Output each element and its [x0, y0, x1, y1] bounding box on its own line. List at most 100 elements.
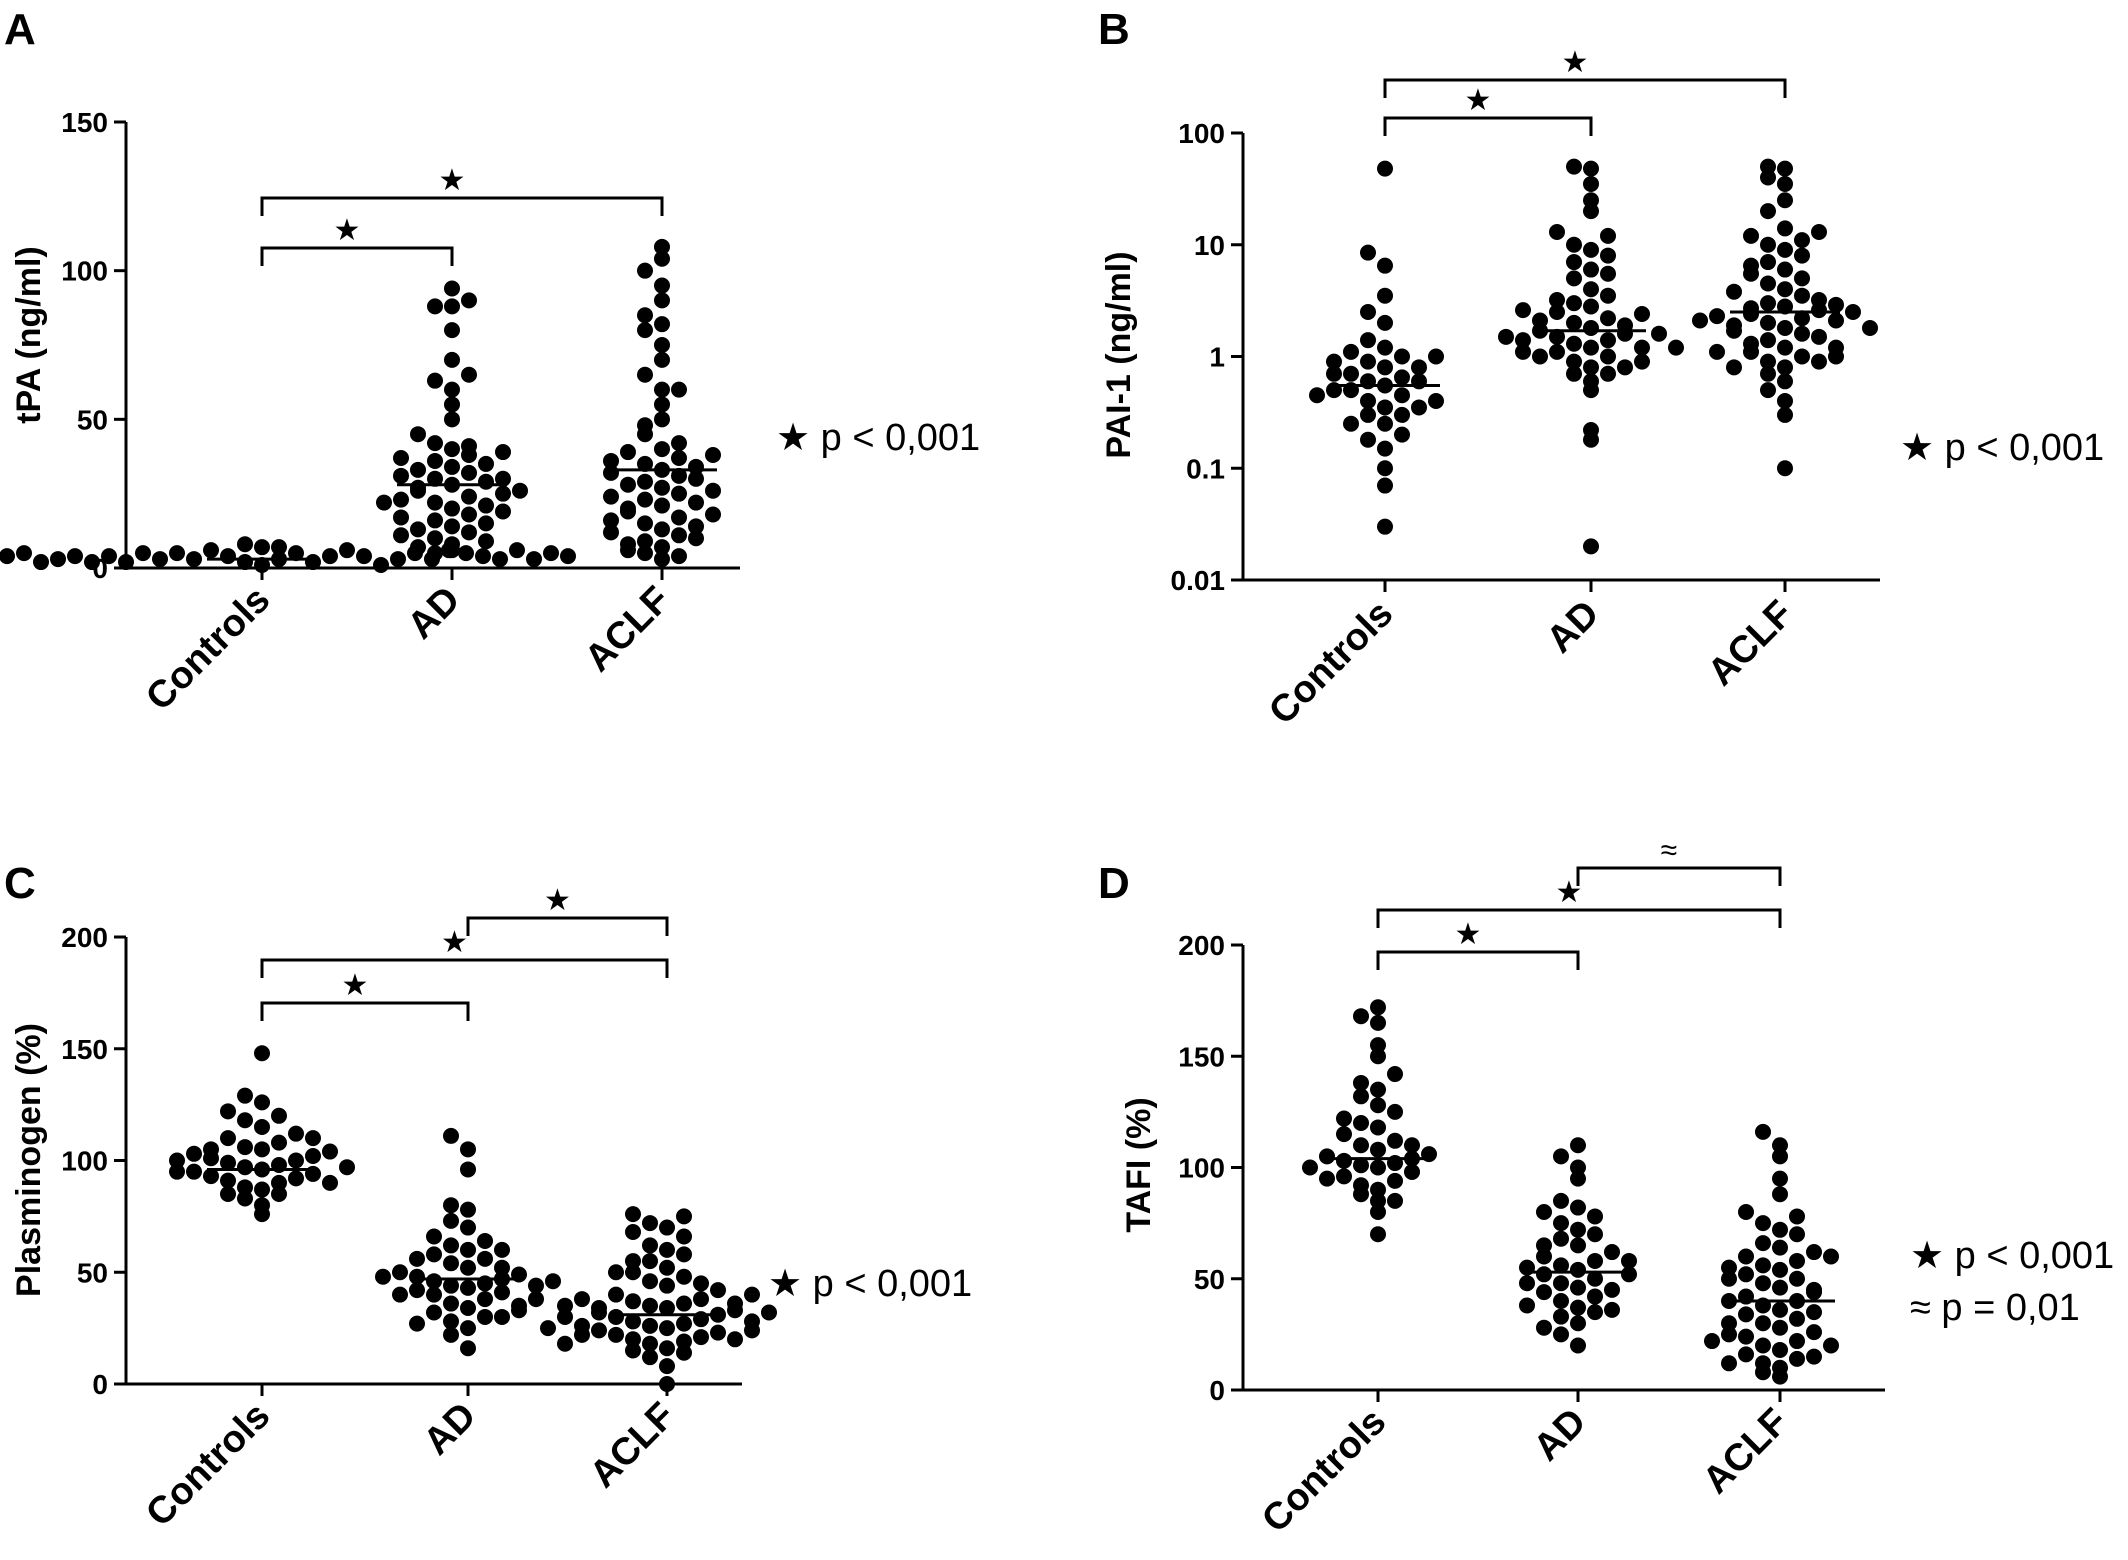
- data-point: [1583, 241, 1599, 258]
- panel-label-C: C: [4, 859, 36, 908]
- data-point: [710, 1282, 726, 1299]
- data-point: [1583, 160, 1599, 177]
- data-point: [608, 1326, 624, 1343]
- data-point: [1549, 343, 1565, 360]
- data-point: [603, 452, 619, 469]
- x-tick-label: Controls: [1261, 593, 1401, 733]
- data-point: [1777, 281, 1793, 298]
- significance-bracket: [1383, 78, 1787, 98]
- data-point: [1370, 1226, 1386, 1243]
- data-point: [118, 554, 134, 571]
- data-point: [220, 1154, 236, 1171]
- data-point: [1587, 1270, 1603, 1287]
- data-point: [1772, 1148, 1788, 1165]
- data-point: [1387, 1103, 1403, 1120]
- data-point: [543, 545, 559, 562]
- y-tick-label: 0: [92, 1369, 108, 1400]
- data-point: [637, 455, 653, 472]
- data-point: [1532, 348, 1548, 365]
- data-point: [676, 1246, 692, 1263]
- data-point: [478, 473, 494, 490]
- data-point: [461, 524, 477, 541]
- data-point: [186, 1163, 202, 1180]
- data-point: [659, 1300, 675, 1317]
- data-point: [603, 512, 619, 529]
- data-point: [659, 1376, 675, 1392]
- data-point: [1519, 1275, 1535, 1292]
- data-point: [1806, 1324, 1822, 1341]
- y-axis-label-C: Plasminogen (%): [10, 1023, 48, 1297]
- data-point: [1777, 359, 1793, 376]
- data-point: [1755, 1235, 1771, 1252]
- data-point: [444, 322, 460, 339]
- data-point: [339, 542, 355, 559]
- data-point: [676, 1208, 692, 1225]
- data-point: [1404, 1137, 1420, 1154]
- data-point: [478, 515, 494, 532]
- data-point: [693, 1275, 709, 1292]
- data-point: [642, 1215, 658, 1232]
- data-point: [135, 545, 151, 562]
- data-point: [1600, 332, 1616, 349]
- data-point: [376, 494, 392, 511]
- y-tick-label: 150: [61, 1034, 108, 1065]
- data-point: [169, 1152, 185, 1169]
- data-point: [761, 1304, 777, 1321]
- data-point: [727, 1331, 743, 1348]
- data-point: [1411, 359, 1427, 376]
- data-point: [443, 1127, 459, 1144]
- data-point: [494, 1308, 510, 1325]
- data-point: [705, 447, 721, 464]
- significance-bracket: [260, 958, 669, 978]
- data-point: [495, 485, 511, 502]
- data-point: [727, 1295, 743, 1312]
- data-point: [444, 381, 460, 398]
- data-point: [705, 482, 721, 499]
- data-point: [1553, 1326, 1569, 1343]
- data-point: [477, 1250, 493, 1267]
- data-point: [625, 1206, 641, 1223]
- data-point: [642, 1349, 658, 1366]
- y-axis-label-A: tPA (ng/ml): [10, 246, 48, 424]
- data-point: [1828, 339, 1844, 356]
- data-point: [50, 551, 66, 568]
- data-point: [1377, 339, 1393, 356]
- data-point: [1726, 317, 1742, 334]
- data-point: [271, 539, 287, 556]
- data-point: [1428, 392, 1444, 409]
- data-point: [1370, 1048, 1386, 1065]
- data-point: [620, 476, 636, 493]
- data-point: [254, 1181, 270, 1198]
- data-point: [654, 396, 670, 413]
- data-point: [511, 1302, 527, 1319]
- data-point: [460, 1241, 476, 1258]
- data-point: [509, 542, 525, 559]
- data-point: [654, 351, 670, 368]
- data-point: [1343, 415, 1359, 432]
- x-tick-label: Controls: [138, 1395, 278, 1535]
- data-point: [625, 1224, 641, 1241]
- data-point: [1760, 254, 1776, 271]
- x-tick-label: ACLF: [582, 1395, 683, 1496]
- data-point: [1600, 287, 1616, 304]
- data-point: [1553, 1257, 1569, 1274]
- x-tick-label: ACLF: [1695, 1401, 1796, 1502]
- data-point: [237, 536, 253, 553]
- data-point: [625, 1342, 641, 1359]
- data-point: [409, 1282, 425, 1299]
- data-point: [254, 1141, 270, 1158]
- y-tick-label: 0.01: [1171, 565, 1226, 596]
- data-point: [460, 1259, 476, 1276]
- y-axis-label-B: PAI-1 (ng/ml): [1100, 251, 1138, 458]
- y-tick-label: 50: [1194, 1264, 1225, 1295]
- data-point: [1772, 1239, 1788, 1256]
- data-point: [620, 500, 636, 517]
- data-point: [654, 238, 670, 255]
- data-point: [305, 554, 321, 571]
- data-point: [475, 548, 491, 565]
- significance-symbol: ★: [544, 884, 571, 917]
- data-point: [305, 1130, 321, 1147]
- data-point: [1370, 1081, 1386, 1098]
- data-point: [1387, 1132, 1403, 1149]
